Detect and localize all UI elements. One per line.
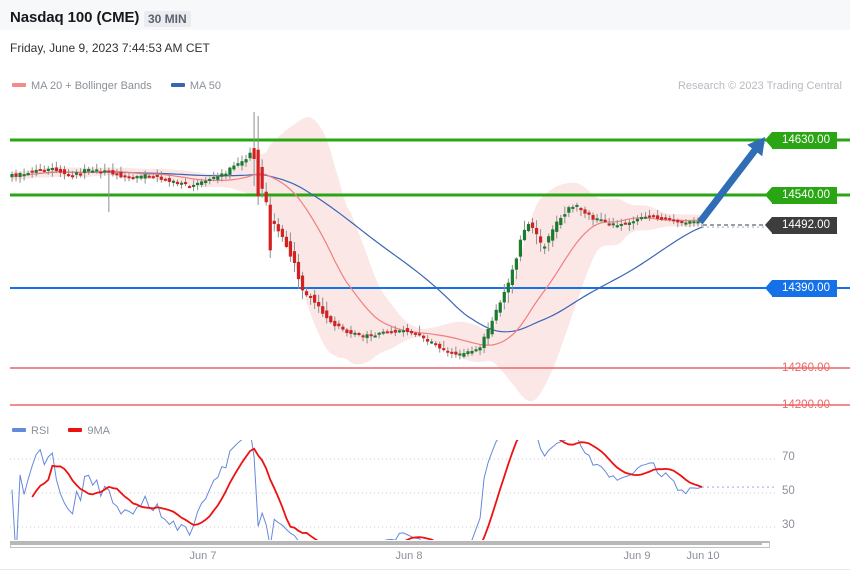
header-bar: Nasdaq 100 (CME) 30 MIN — [0, 0, 850, 30]
legend-label-rsi: RSI — [31, 425, 50, 437]
legend-swatch-9ma — [68, 428, 83, 432]
legend-item-ma50[interactable]: MA 50 — [170, 80, 222, 92]
price-level-value: 14540.00 — [765, 187, 837, 204]
price-level-label-last-price: 14492.00 — [765, 217, 837, 234]
rsi-legend: RSI 9MA — [12, 425, 126, 437]
rsi-level-label-70: 70 — [782, 451, 795, 463]
legend-label-ma20: MA 20 + Bollinger Bands — [31, 80, 152, 92]
price-level-value: 14492.00 — [765, 217, 837, 234]
price-legend: MA 20 + Bollinger Bands MA 50 — [12, 80, 237, 92]
legend-swatch-rsi — [12, 428, 26, 432]
bollinger-band-area — [12, 117, 702, 402]
page-title: Nasdaq 100 (CME) — [10, 9, 140, 26]
price-chart-svg — [10, 112, 850, 406]
attribution-text: Research © 2023 Trading Central — [677, 80, 842, 92]
rsi-level-label-30: 30 — [782, 519, 795, 531]
price-chart-pane[interactable] — [0, 96, 850, 418]
rsi-level-label-50: 50 — [782, 485, 795, 497]
price-level-label-resistance: 14540.00 — [765, 187, 837, 204]
price-level-label-support: 14200.00 — [772, 397, 830, 414]
bottom-divider — [0, 569, 850, 570]
price-level-value: 14390.00 — [765, 280, 837, 297]
legend-item-rsi[interactable]: RSI — [12, 425, 49, 437]
price-level-label-pivot: 14390.00 — [765, 280, 837, 297]
price-level-value: 14630.00 — [765, 132, 837, 149]
timestamp-subtitle: Friday, June 9, 2023 7:44:53 AM CET — [10, 41, 210, 55]
rsi-series — [11, 440, 703, 540]
candlestick-series — [10, 112, 704, 360]
rsi-ma-series — [31, 440, 775, 540]
price-level-value: 14260.00 — [782, 362, 830, 374]
legend-item-9ma[interactable]: 9MA — [68, 425, 110, 437]
legend-item-ma20-bollinger[interactable]: MA 20 + Bollinger Bands — [12, 80, 152, 92]
legend-swatch-ma20 — [12, 83, 26, 87]
timeframe-badge[interactable]: 30 MIN — [144, 11, 191, 27]
price-level-label-resistance: 14630.00 — [765, 132, 837, 149]
scrollbar-thumb[interactable] — [10, 541, 762, 545]
price-level-label-support: 14260.00 — [772, 360, 830, 377]
legend-label-9ma: 9MA — [87, 425, 111, 437]
x-axis-tick: Jun 10 — [686, 550, 720, 562]
x-axis-labels: Jun 7 Jun 8 Jun 9 Jun 10 — [0, 550, 850, 570]
rsi-chart-svg — [10, 440, 775, 540]
x-axis-tick: Jun 8 — [395, 550, 423, 562]
legend-swatch-ma50 — [170, 83, 185, 87]
bullish-arrow-annotation — [697, 137, 766, 225]
price-level-lines — [10, 138, 850, 406]
ma20-line — [24, 170, 703, 346]
legend-label-ma50: MA 50 — [189, 80, 222, 92]
x-axis-tick: Jun 7 — [189, 550, 217, 562]
price-level-value: 14200.00 — [782, 399, 830, 411]
ma50-line — [36, 171, 766, 333]
rsi-chart-pane[interactable] — [0, 440, 850, 540]
x-axis-tick: Jun 9 — [623, 550, 651, 562]
